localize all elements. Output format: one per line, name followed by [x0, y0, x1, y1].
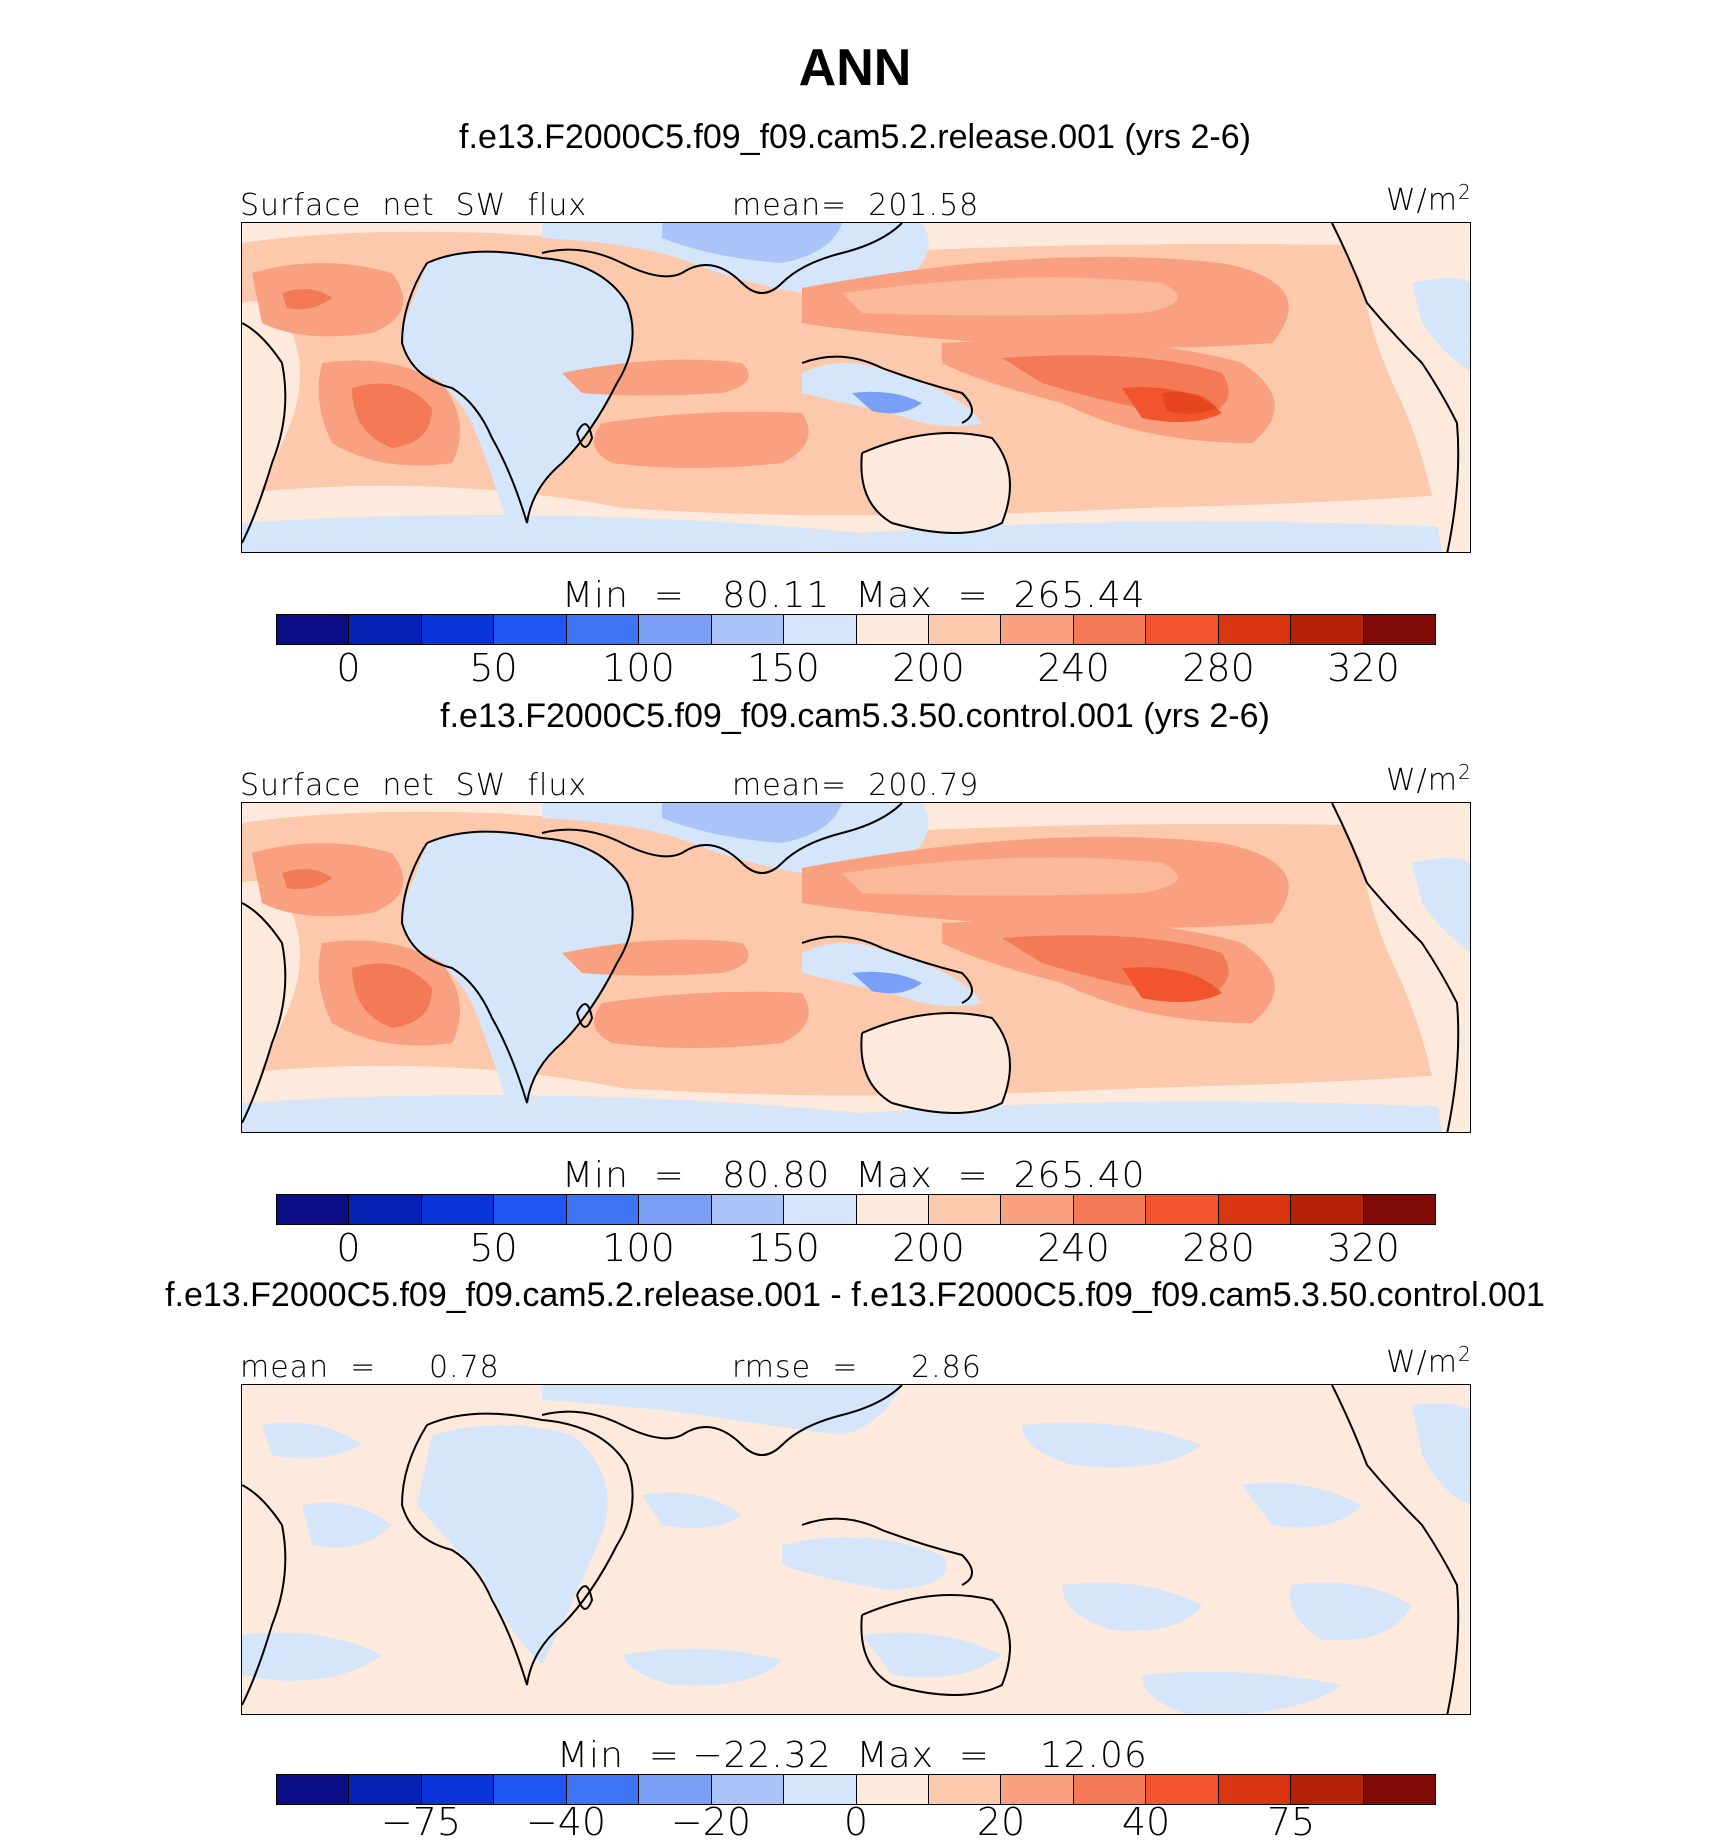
colorbar-2-box-9	[928, 1195, 1002, 1224]
panel-2-minmax: Min = 80.80 Max = 265.40	[562, 1155, 1146, 1196]
colorbar-1-box-7	[784, 615, 857, 644]
panel-2-units-label: W/m2	[1386, 760, 1472, 798]
colorbar-2-tick-label: 280	[1182, 1226, 1255, 1270]
colorbar-3-tick-label: 20	[976, 1800, 1026, 1844]
colorbar-3-box-7	[784, 1775, 857, 1804]
colorbar-2-box-3	[494, 1195, 567, 1224]
colorbar-1-box-3	[494, 615, 567, 644]
colorbar-3-box-5	[639, 1775, 712, 1804]
colorbar-3-box-14	[1291, 1775, 1364, 1804]
colorbar-3-box-6	[711, 1775, 785, 1804]
panel-3-mean-label: mean = 0.78	[240, 1350, 500, 1385]
colorbar-1-box-2	[421, 615, 495, 644]
panel-1-units-label: W/m2	[1386, 180, 1472, 218]
colorbar-2-box-1	[349, 1195, 422, 1224]
colorbar-1-tick-label: 320	[1327, 646, 1400, 690]
colorbar-1-box-5	[639, 615, 712, 644]
colorbar-1-tick-label: 50	[469, 646, 518, 690]
colorbar-2-tick-label: 100	[602, 1226, 675, 1270]
colorbar-1-tick-label: 0	[336, 646, 361, 690]
panel-1-mean-label: mean= 201.58	[732, 188, 980, 223]
colorbar-3-box-8	[856, 1775, 929, 1804]
panel-3-contour-field	[242, 1385, 1470, 1714]
colorbar-2-box-15	[1363, 1195, 1435, 1224]
panel-1-variable-label: Surface net SW flux	[240, 188, 588, 223]
colorbar-1-box-6	[711, 615, 785, 644]
colorbar-3-box-15	[1363, 1775, 1435, 1804]
colorbar-1-tick-label: 240	[1037, 646, 1110, 690]
panel-1-colorbar	[276, 614, 1436, 645]
colorbar-3-box-12	[1146, 1775, 1219, 1804]
panel-2-colorbar-ticks: 0 50 100 150 200 240 280 320	[0, 1226, 1710, 1274]
colorbar-1-box-12	[1146, 615, 1219, 644]
panel-3-rmse-label: rmse = 2.86	[732, 1350, 982, 1385]
colorbar-1-tick-label: 200	[892, 646, 965, 690]
colorbar-2-box-8	[856, 1195, 929, 1224]
panel-3-map	[241, 1384, 1471, 1715]
colorbar-1-box-15	[1363, 615, 1435, 644]
panel-1-minmax: Min = 80.11 Max = 265.44	[562, 575, 1146, 616]
colorbar-1-box-14	[1291, 615, 1364, 644]
colorbar-1-tick-label: 280	[1182, 646, 1255, 690]
colorbar-1-tick-label: 150	[747, 646, 820, 690]
panel-1-colorbar-ticks: 0 50 100 150 200 240 280 320	[0, 646, 1710, 694]
colorbar-1-box-0	[277, 615, 350, 644]
panel-1-contour-field	[242, 223, 1470, 552]
colorbar-2-tick-label: 320	[1327, 1226, 1400, 1270]
colorbar-3-tick-label: 40	[1121, 1800, 1171, 1844]
panel-2-contour-field	[242, 803, 1470, 1132]
colorbar-3-box-4	[566, 1775, 640, 1804]
panel-3-units-label: W/m2	[1386, 1342, 1472, 1380]
colorbar-1-box-11	[1073, 615, 1147, 644]
colorbar-1-box-10	[1001, 615, 1074, 644]
colorbar-3-tick-label: 0	[843, 1800, 869, 1844]
colorbar-1-box-8	[856, 615, 929, 644]
colorbar-3-tick-label: −75	[380, 1800, 462, 1844]
colorbar-3-box-9	[928, 1775, 1002, 1804]
colorbar-2-box-11	[1073, 1195, 1147, 1224]
colorbar-3-box-10	[1001, 1775, 1074, 1804]
colorbar-3-box-0	[277, 1775, 350, 1804]
colorbar-2-tick-label: 50	[469, 1226, 518, 1270]
colorbar-1-box-9	[928, 615, 1002, 644]
colorbar-2-box-5	[639, 1195, 712, 1224]
panel-2-colorbar	[276, 1194, 1436, 1225]
colorbar-3-tick-label: −40	[525, 1800, 607, 1844]
colorbar-3-box-13	[1218, 1775, 1292, 1804]
colorbar-1-tick-label: 100	[602, 646, 675, 690]
colorbar-1-box-1	[349, 615, 422, 644]
colorbar-3-box-3	[494, 1775, 567, 1804]
colorbar-2-tick-label: 200	[892, 1226, 965, 1270]
colorbar-3-box-11	[1073, 1775, 1147, 1804]
panel-3-minmax: Min = −22.32 Max = 12.06	[557, 1735, 1148, 1776]
colorbar-2-tick-label: 0	[336, 1226, 361, 1270]
panel-1-case-title: f.e13.F2000C5.f09_f09.cam5.2.release.001…	[459, 118, 1251, 156]
panel-1-map	[241, 222, 1471, 553]
colorbar-2-box-2	[421, 1195, 495, 1224]
colorbar-3-box-1	[349, 1775, 422, 1804]
colorbar-3-box-2	[421, 1775, 495, 1804]
panel-2-variable-label: Surface net SW flux	[240, 768, 588, 803]
colorbar-2-tick-label: 240	[1037, 1226, 1110, 1270]
colorbar-2-box-7	[784, 1195, 857, 1224]
colorbar-1-box-13	[1218, 615, 1292, 644]
colorbar-3-tick-label: 75	[1266, 1800, 1316, 1844]
colorbar-2-box-0	[277, 1195, 350, 1224]
figure-title: ANN	[798, 39, 912, 97]
colorbar-3-tick-label: −20	[670, 1800, 752, 1844]
colorbar-2-box-4	[566, 1195, 640, 1224]
colorbar-2-box-10	[1001, 1195, 1074, 1224]
panel-3-colorbar	[276, 1774, 1436, 1805]
colorbar-2-box-13	[1218, 1195, 1292, 1224]
colorbar-2-box-14	[1291, 1195, 1364, 1224]
colorbar-2-box-6	[711, 1195, 785, 1224]
colorbar-2-box-12	[1146, 1195, 1219, 1224]
panel-3-colorbar-ticks: −75 −40 −20 0 20 40 75	[0, 1800, 1710, 1844]
colorbar-1-box-4	[566, 615, 640, 644]
panel-3-case-title: f.e13.F2000C5.f09_f09.cam5.2.release.001…	[165, 1276, 1545, 1314]
colorbar-2-tick-label: 150	[747, 1226, 820, 1270]
panel-2-map	[241, 802, 1471, 1133]
panel-2-case-title: f.e13.F2000C5.f09_f09.cam5.3.50.control.…	[440, 697, 1270, 735]
panel-2-mean-label: mean= 200.79	[732, 768, 980, 803]
